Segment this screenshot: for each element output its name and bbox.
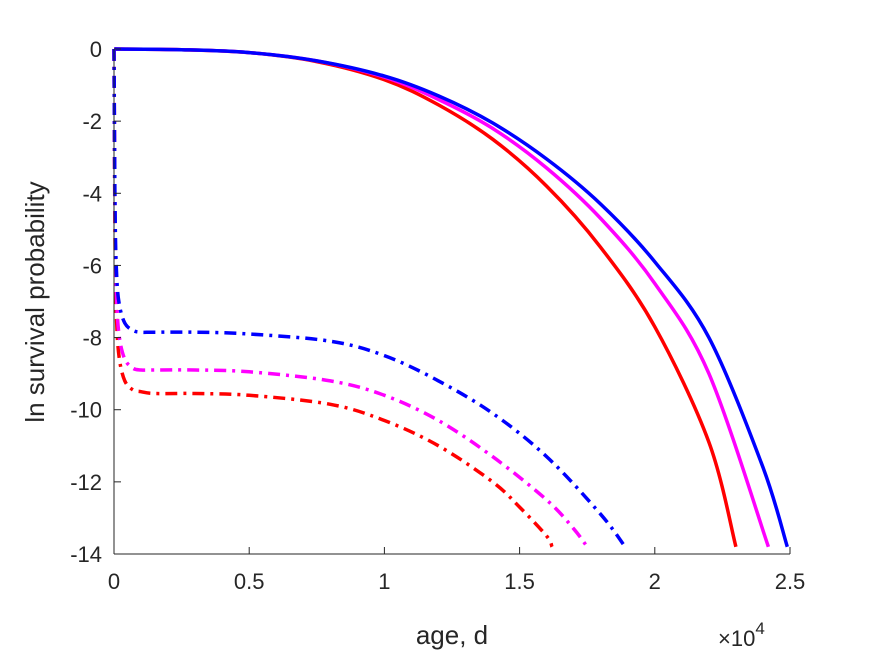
x-tick-label: 0 — [108, 569, 120, 594]
series-line-6 — [112, 48, 627, 548]
y-tick-label: -14 — [70, 542, 102, 567]
y-axis-label: ln survival probability — [20, 181, 50, 422]
x-exponent-label: ×104 — [718, 619, 765, 651]
x-tick-label: 1.5 — [504, 569, 535, 594]
y-tick-label: -2 — [82, 109, 102, 134]
y-tick-label: -6 — [82, 253, 102, 278]
y-tick-label: -12 — [70, 470, 102, 495]
x-tick-label: 0.5 — [234, 569, 265, 594]
x-exponent-base: ×10 — [718, 626, 755, 651]
x-tick-label: 2.5 — [775, 569, 806, 594]
y-tick-label: -8 — [82, 326, 102, 351]
x-ticks: 0 0.5 1 1.5 2 2.5 — [108, 547, 805, 594]
x-axis-label: age, d — [416, 620, 488, 650]
x-tick-label: 2 — [649, 569, 661, 594]
y-ticks: 0 -2 -4 -6 -8 -10 -12 -14 — [70, 37, 121, 567]
series-line-5 — [112, 48, 589, 548]
x-exponent-power: 4 — [755, 619, 764, 638]
series-line-3 — [114, 47, 789, 548]
y-tick-label: 0 — [90, 37, 102, 62]
axes-layer — [113, 49, 790, 555]
x-tick-label: 1 — [378, 569, 390, 594]
y-tick-label: -4 — [82, 181, 102, 206]
plot-background — [114, 49, 790, 554]
y-tick-label: -10 — [70, 398, 102, 423]
series-layer — [112, 47, 789, 548]
